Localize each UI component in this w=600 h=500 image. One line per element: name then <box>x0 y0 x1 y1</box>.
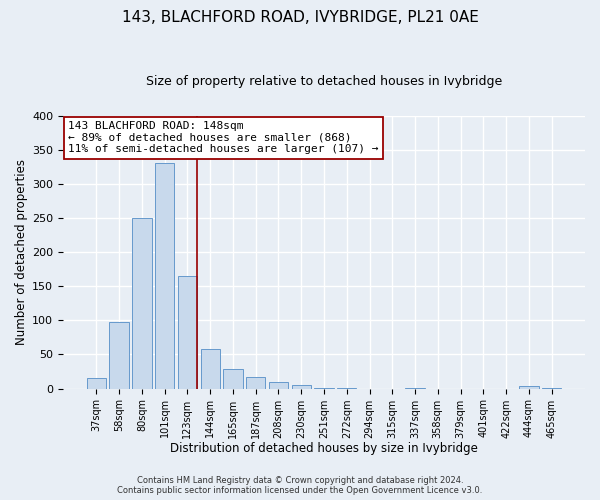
Text: 143, BLACHFORD ROAD, IVYBRIDGE, PL21 0AE: 143, BLACHFORD ROAD, IVYBRIDGE, PL21 0AE <box>122 10 478 25</box>
Bar <box>292 385 311 388</box>
Title: Size of property relative to detached houses in Ivybridge: Size of property relative to detached ho… <box>146 75 502 88</box>
Bar <box>178 276 197 388</box>
Bar <box>200 349 220 389</box>
Bar <box>87 378 106 388</box>
Bar <box>269 382 288 388</box>
Bar <box>155 164 175 388</box>
Bar <box>246 377 265 388</box>
Text: Contains HM Land Registry data © Crown copyright and database right 2024.
Contai: Contains HM Land Registry data © Crown c… <box>118 476 482 495</box>
Text: 143 BLACHFORD ROAD: 148sqm
← 89% of detached houses are smaller (868)
11% of sem: 143 BLACHFORD ROAD: 148sqm ← 89% of deta… <box>68 121 379 154</box>
X-axis label: Distribution of detached houses by size in Ivybridge: Distribution of detached houses by size … <box>170 442 478 455</box>
Bar <box>132 218 152 388</box>
Bar <box>519 386 539 388</box>
Y-axis label: Number of detached properties: Number of detached properties <box>15 159 28 345</box>
Bar <box>223 370 242 388</box>
Bar <box>109 322 129 388</box>
